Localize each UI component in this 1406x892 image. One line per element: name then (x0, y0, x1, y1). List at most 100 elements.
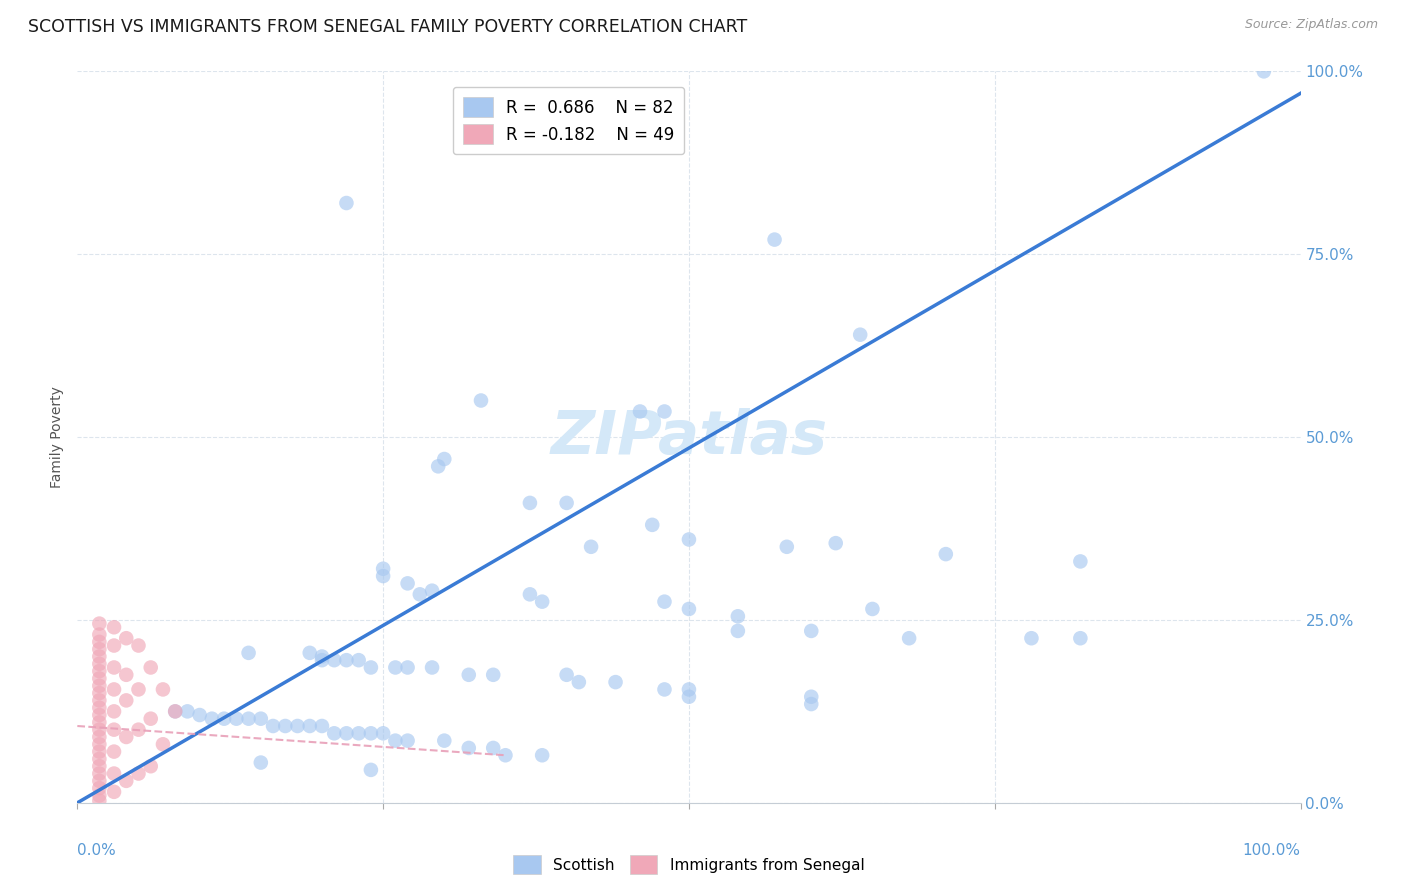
Point (776, 540, 799, 554)
Point (605, 675, 627, 690)
Legend: R =  0.686    N = 82, R = -0.182    N = 49: R = 0.686 N = 82, R = -0.182 N = 49 (453, 87, 685, 154)
Point (128, 682, 150, 697)
Point (139, 660, 162, 674)
Point (1253, 64, 1275, 78)
Point (800, 697, 823, 711)
Point (371, 569, 394, 583)
Legend: Scottish, Immigrants from Senegal: Scottish, Immigrants from Senegal (508, 849, 870, 880)
Point (89, 794, 111, 808)
Point (298, 646, 321, 660)
Point (225, 712, 247, 726)
Point (360, 726, 382, 740)
Point (800, 690, 823, 704)
Point (678, 602, 700, 616)
Point (384, 660, 406, 674)
Point (89, 664, 111, 678)
Point (641, 517, 664, 532)
Point (849, 327, 872, 342)
Point (89, 708, 111, 723)
Point (360, 660, 382, 674)
Point (531, 748, 554, 763)
Point (727, 624, 749, 638)
Point (396, 576, 419, 591)
Point (347, 653, 370, 667)
Point (89, 700, 111, 714)
Point (165, 705, 187, 719)
Point (335, 196, 357, 211)
Point (519, 496, 541, 510)
Point (103, 639, 125, 653)
Point (89, 745, 111, 759)
Point (128, 723, 150, 737)
Point (347, 726, 370, 740)
Point (519, 587, 541, 601)
Point (311, 653, 333, 667)
Point (128, 639, 150, 653)
Point (89, 752, 111, 766)
Point (89, 737, 111, 751)
Point (152, 682, 174, 697)
Point (654, 594, 676, 608)
Point (89, 616, 111, 631)
Point (89, 723, 111, 737)
Point (89, 635, 111, 649)
Point (250, 756, 273, 770)
Point (115, 632, 138, 646)
Point (396, 733, 419, 747)
Point (420, 583, 443, 598)
Point (139, 759, 162, 773)
Point (579, 540, 602, 554)
Point (89, 766, 111, 780)
Point (396, 660, 419, 674)
Point (89, 627, 111, 641)
Point (654, 404, 676, 418)
Point (678, 682, 700, 697)
Point (898, 632, 921, 646)
Point (384, 733, 406, 747)
Point (287, 719, 309, 733)
Point (250, 712, 273, 726)
Point (862, 602, 884, 616)
Point (409, 587, 432, 601)
Point (935, 547, 957, 561)
Point (298, 719, 321, 733)
Point (427, 459, 450, 474)
Point (115, 730, 138, 744)
Point (89, 759, 111, 773)
Point (1069, 632, 1091, 646)
Point (457, 667, 479, 681)
Point (89, 657, 111, 671)
Point (89, 686, 111, 700)
Point (420, 660, 443, 674)
Point (555, 496, 578, 510)
Point (495, 748, 517, 763)
Point (323, 653, 346, 667)
Point (89, 730, 111, 744)
Point (115, 773, 138, 788)
Point (628, 404, 651, 418)
Point (763, 233, 786, 247)
Point (800, 624, 823, 638)
Point (335, 653, 357, 667)
Point (212, 712, 235, 726)
Point (89, 693, 111, 707)
Point (555, 667, 578, 681)
Point (89, 715, 111, 730)
Point (238, 646, 260, 660)
Point (238, 712, 260, 726)
Point (128, 766, 150, 780)
Point (165, 705, 187, 719)
Point (678, 690, 700, 704)
Point (654, 682, 676, 697)
Point (568, 675, 591, 690)
Point (1021, 632, 1043, 646)
Point (89, 789, 111, 803)
Y-axis label: Family Poverty: Family Poverty (51, 386, 65, 488)
Point (176, 705, 198, 719)
Point (360, 763, 382, 777)
Point (262, 719, 284, 733)
Point (89, 672, 111, 686)
Point (371, 726, 394, 740)
Point (103, 785, 125, 799)
Point (103, 745, 125, 759)
